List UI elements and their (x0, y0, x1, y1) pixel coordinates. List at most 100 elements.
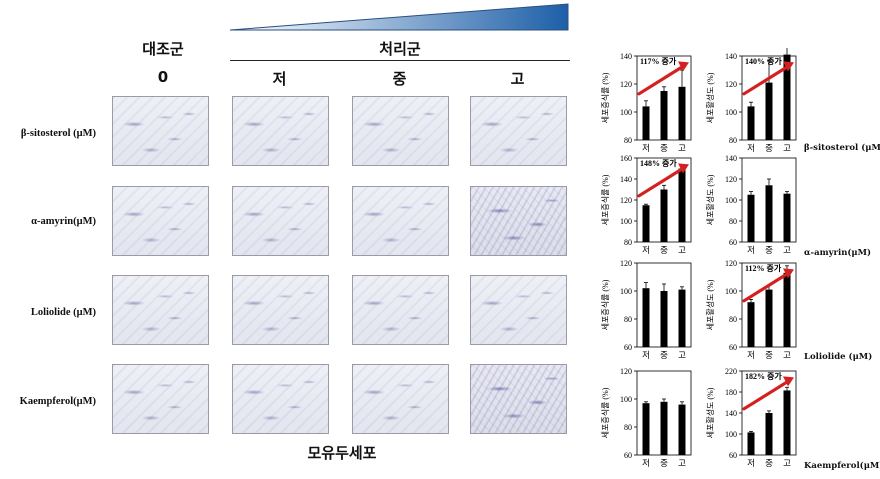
bar (660, 189, 668, 242)
y-tick-label: 100 (725, 196, 737, 205)
chart-side-label-beta-sitosterol: β-sitosterol (μM) (804, 143, 880, 153)
bar (783, 272, 791, 347)
bar (783, 54, 791, 140)
y-tick-label: 140 (725, 154, 737, 163)
x-tick-label: 고 (783, 350, 791, 360)
y-tick-label: 100 (620, 395, 632, 404)
increase-annotation: 148% 증가 (640, 158, 677, 168)
increase-annotation: 140% 증가 (745, 56, 782, 66)
row-label-alpha-amyrin: α-amyrin(μM) (31, 216, 96, 227)
x-tick-label: 중 (765, 350, 773, 360)
y-tick-label: 80 (624, 136, 632, 145)
bar (765, 82, 773, 140)
bar (642, 106, 650, 140)
bar (642, 403, 650, 455)
x-tick-label: 고 (678, 143, 686, 153)
x-tick-label: 중 (765, 143, 773, 153)
micrograph-beta-sitosterol-0 (112, 96, 209, 166)
micrograph-alpha-amyrin-mid (352, 186, 449, 256)
column-header-0: 0 (157, 68, 169, 86)
micrograph-alpha-amyrin-0 (112, 186, 209, 256)
increase-arrow-head (783, 61, 794, 72)
micrograph-loliolide-low (232, 275, 329, 345)
micrograph-alpha-amyrin-high (470, 186, 567, 256)
y-tick-label: 100 (620, 287, 632, 296)
bar (678, 289, 686, 347)
x-tick-label: 중 (765, 245, 773, 255)
micrograph-loliolide-0 (112, 275, 209, 345)
x-tick-label: 저 (747, 245, 755, 255)
y-tick-label: 80 (729, 315, 737, 324)
treatment-group-header: 처리군 (379, 40, 421, 58)
concentration-gradient-wedge (229, 3, 569, 31)
y-tick-label: 60 (624, 451, 632, 460)
bar (747, 194, 755, 242)
bar (765, 289, 773, 347)
x-tick-label: 고 (783, 143, 791, 153)
y-tick-label: 100 (725, 287, 737, 296)
y-tick-label: 60 (729, 451, 737, 460)
column-header-low: 저 (272, 70, 287, 88)
y-tick-label: 60 (729, 238, 737, 247)
x-tick-label: 중 (660, 245, 668, 255)
increase-arrow-head (678, 61, 689, 72)
micrograph-loliolide-mid (352, 275, 449, 345)
chart-beta-sitosterol-proliferation: 80 100 120 140 세포증식률 (%) 저 중 고 117% 증가 (601, 52, 692, 153)
x-tick-label: 고 (783, 458, 791, 468)
bar (765, 185, 773, 242)
bar (678, 404, 686, 455)
y-tick-label: 100 (725, 430, 737, 439)
chart-kaempferol-proliferation: 60 80 100 120 세포증식률 (%) 저 중 고 (601, 367, 692, 468)
x-tick-label: 저 (642, 458, 650, 468)
bar (747, 106, 755, 140)
y-tick-label: 120 (725, 80, 737, 89)
chart-kaempferol-activity: 60 100 140 180 220 세포활성도 (%) 저 중 고 182% 증가 (705, 367, 797, 468)
y-tick-label: 140 (620, 52, 632, 61)
chart-side-label-alpha-amyrin: α-amyrin(μM) (804, 248, 872, 258)
y-axis-label: 세포활성도 (%) (705, 174, 715, 225)
y-axis-label: 세포증식률 (%) (601, 279, 610, 330)
bar (660, 291, 668, 347)
y-axis-label: 세포활성도 (%) (705, 72, 715, 123)
bar (747, 302, 755, 347)
chart-loliolide-proliferation: 60 80 100 120 세포증식률 (%) 저 중 고 (601, 259, 692, 360)
bar (660, 401, 668, 455)
chart-alpha-amyrin-proliferation: 80 100 120 140 160 세포증식률 (%) 저 중 고 148% 증가 (601, 154, 692, 255)
row-label-kaempferol: Kaempferol(μM) (19, 396, 96, 407)
micrograph-beta-sitosterol-high (470, 96, 567, 166)
increase-arrow (637, 64, 685, 96)
y-tick-label: 120 (725, 175, 737, 184)
increase-arrow-head (783, 376, 794, 387)
y-axis-label: 세포증식률 (%) (601, 387, 610, 438)
micrograph-alpha-amyrin-low (232, 186, 329, 256)
figure-caption: 모유두세포 (307, 444, 377, 462)
x-tick-label: 저 (747, 350, 755, 360)
chart-side-label-loliolide: Loliolide (μM) (804, 352, 873, 362)
increase-arrow (637, 166, 685, 198)
y-tick-label: 180 (725, 388, 737, 397)
y-tick-label: 80 (624, 238, 632, 247)
x-tick-label: 고 (783, 245, 791, 255)
header-divider (230, 60, 570, 61)
y-tick-label: 140 (620, 175, 632, 184)
y-axis-label: 세포활성도 (%) (705, 279, 715, 330)
column-header-mid: 중 (392, 70, 407, 88)
increase-arrow (742, 271, 790, 303)
x-tick-label: 저 (642, 143, 650, 153)
x-tick-label: 고 (678, 350, 686, 360)
y-tick-label: 80 (624, 315, 632, 324)
micrograph-beta-sitosterol-low (232, 96, 329, 166)
y-tick-label: 140 (725, 409, 737, 418)
y-tick-label: 120 (620, 196, 632, 205)
x-tick-label: 중 (765, 458, 773, 468)
y-tick-label: 80 (729, 217, 737, 226)
micrograph-kaempferol-low (232, 364, 329, 434)
chart-beta-sitosterol-activity: 80 100 120 140 세포활성도 (%) 저 중 고 140% 증가 (705, 48, 797, 153)
bar (678, 168, 686, 242)
chart-side-label-kaempferol: Kaempferol(μM) (804, 461, 880, 471)
increase-arrow-head (678, 163, 689, 174)
x-tick-label: 중 (660, 458, 668, 468)
chart-alpha-amyrin-activity: 60 80 100 120 140 세포활성도 (%) 저 중 고 (705, 154, 797, 255)
bar (765, 413, 773, 455)
y-tick-label: 100 (620, 108, 632, 117)
